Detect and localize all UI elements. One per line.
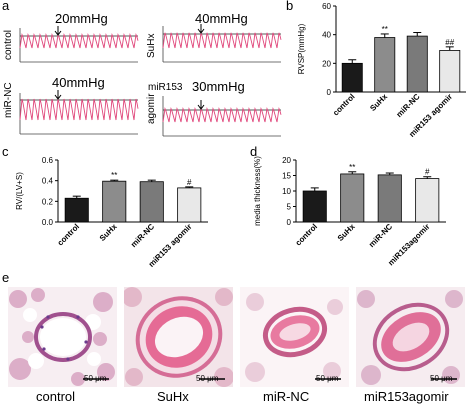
bar	[102, 180, 127, 223]
significance-mark: #	[425, 168, 430, 177]
scale-bar-label-mirnc: 50 μm	[316, 374, 339, 383]
pressure-label-agomir: 30mmHg	[192, 79, 245, 94]
bar	[302, 190, 327, 223]
trace-arrow-head	[197, 28, 205, 34]
image-label-suhx: SuHx	[157, 389, 189, 404]
image-label-agomir: miR153agomir	[364, 389, 449, 404]
image-label-control: control	[36, 389, 76, 404]
histology-image-agomir	[356, 287, 465, 387]
bar	[341, 62, 363, 93]
category-label: miR-NC	[395, 92, 422, 119]
bar	[177, 187, 202, 223]
y-tick-label: 15	[282, 172, 291, 181]
scale-bar-label-suhx: 50 μm	[196, 374, 219, 383]
significance-mark: ##	[445, 38, 454, 47]
scale-bar-label-control: 50 μm	[84, 374, 107, 383]
pressure-label-suhx: 40mmHg	[195, 11, 248, 26]
bar	[439, 50, 461, 93]
image-label-mirnc: miR-NC	[263, 389, 310, 404]
category-label: control	[294, 222, 320, 248]
significance-mark: **	[382, 25, 388, 34]
trace-arrow-head	[54, 94, 62, 100]
chart-rv-ratio: 0.0 0.2 0.4 0.6 RV/(LV+S) control ** SuHx miR-NC…	[15, 156, 208, 269]
y-tick-label: 0	[287, 218, 292, 227]
panel-letter-e: e	[2, 270, 10, 285]
bar	[406, 35, 428, 93]
bar	[374, 37, 396, 93]
y-tick-label: 0.0	[42, 218, 54, 227]
y-tick-label: 0	[327, 88, 332, 97]
y-tick-label: 0.4	[42, 177, 54, 186]
trace-waveform	[162, 106, 282, 123]
panel-letter-c: c	[2, 144, 9, 159]
significance-mark: #	[187, 178, 192, 187]
histology-image-mirnc	[240, 287, 349, 387]
trace-drawings	[19, 24, 282, 137]
bar	[415, 178, 440, 223]
bar	[139, 181, 164, 223]
trace-waveform	[19, 32, 139, 49]
y-axis-label: RVSP(mmHg)	[297, 23, 306, 74]
bar	[377, 174, 402, 223]
category-label: control	[331, 92, 357, 118]
y-tick-label: 20	[282, 156, 291, 165]
y-axis-label: media thickness(%)	[253, 156, 262, 226]
significance-mark: **	[111, 171, 117, 180]
y-tick-label: 0.6	[42, 156, 54, 165]
category-label: miR-NC	[367, 222, 394, 249]
trace-suhx	[162, 24, 282, 63]
y-tick-label: 20	[322, 59, 331, 68]
trace-waveform	[19, 98, 139, 121]
y-tick-label: 10	[282, 187, 291, 196]
y-tick-label: 5	[287, 203, 292, 212]
trace-arrow-head	[197, 104, 205, 110]
pressure-label-mirnc: 40mmHg	[52, 75, 105, 90]
panel-letter-d: d	[250, 144, 258, 159]
significance-mark: **	[349, 163, 355, 172]
trace-label-agomir-line2: miR153	[148, 82, 183, 93]
category-label: SuHx	[336, 222, 357, 243]
bar	[340, 173, 365, 223]
y-tick-label: 0.2	[42, 197, 54, 206]
trace-waveform	[162, 32, 282, 49]
histology-image-suhx	[124, 287, 233, 387]
category-label: SuHx	[98, 222, 119, 243]
category-label: miR-NC	[129, 222, 156, 249]
y-axis-label: RV/(LV+S)	[15, 172, 24, 210]
category-label: control	[56, 222, 82, 248]
chart-media-thickness: 0 5 10 15 20 media thickness(%) control ** SuHx m…	[253, 156, 446, 267]
pressure-label-control: 20mmHg	[55, 11, 108, 26]
trace-mirnc	[19, 90, 139, 135]
y-tick-label: 60	[322, 2, 331, 11]
histology-image-control	[8, 287, 117, 387]
y-tick-label: 40	[322, 31, 331, 40]
trace-agomir	[162, 96, 282, 137]
trace-arrow-head	[54, 30, 62, 36]
panel-letter-a: a	[2, 0, 10, 13]
bar	[64, 197, 89, 223]
trace-control	[19, 26, 139, 63]
category-label: SuHx	[368, 92, 389, 113]
scale-bar-label-agomir: 50 μm	[430, 374, 453, 383]
panel-letter-b: b	[286, 0, 294, 13]
